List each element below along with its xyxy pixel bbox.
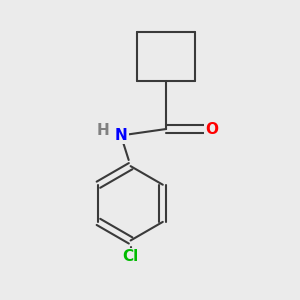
Text: N: N — [115, 128, 127, 143]
Text: O: O — [205, 122, 218, 136]
Text: Cl: Cl — [122, 249, 139, 264]
Text: H: H — [97, 123, 110, 138]
